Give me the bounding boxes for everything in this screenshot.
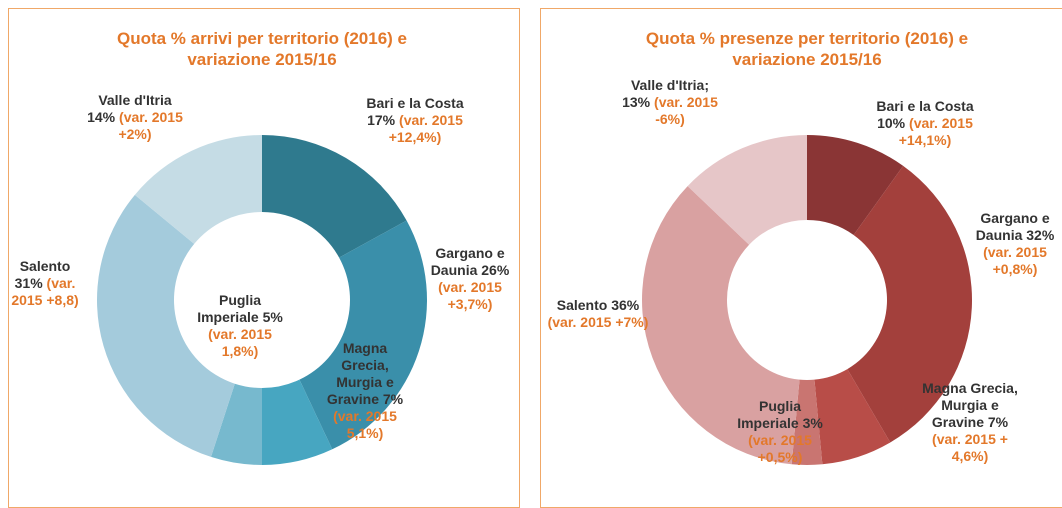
category-label: Valle d'Itria; xyxy=(630,77,710,93)
data-label: Magna Grecia, Murgia e Gravine 7% (var. … xyxy=(920,380,1020,465)
data-label: Salento 31% (var. 2015 +8,8) xyxy=(5,258,85,309)
variation-label: (var. 2015 +7%) xyxy=(547,314,649,330)
chart-title: Quota % arrivi per territorio (2016) e v… xyxy=(116,29,408,69)
donut-slice xyxy=(96,194,235,457)
data-label: Salento 36% (var. 2015 +7%) xyxy=(543,297,653,331)
data-label: Bari e la Costa 10% (var. 2015 +14,1%) xyxy=(875,98,975,149)
variation-label: (var. 2015 5,1%) xyxy=(333,408,397,441)
value-label: 17% xyxy=(367,112,396,128)
donut-slice xyxy=(807,135,904,235)
data-label: Gargano e Daunia 32% (var. 2015 +0,8%) xyxy=(970,210,1060,278)
category-label: Magna Grecia, Murgia e Gravine xyxy=(922,380,1018,430)
data-label: Puglia Imperiale 5% (var. 2015 1,8%) xyxy=(190,292,290,360)
data-label: Gargano e Daunia 26% (var. 2015 +3,7%) xyxy=(420,245,520,313)
page: (() => { const data = JSON.parse(documen… xyxy=(5,8,1062,508)
donut-slice xyxy=(211,383,262,465)
value-label: 14% xyxy=(87,109,116,125)
category-label: Gargano e Daunia xyxy=(975,210,1050,243)
variation-label: (var. 2015 +14,1%) xyxy=(898,115,973,148)
data-label: Valle d'Itria 14% (var. 2015 +2%) xyxy=(85,92,185,143)
donut-slice xyxy=(687,135,807,245)
category-label: Puglia Imperiale xyxy=(737,398,801,431)
variation-label: (var. 2015 +8,8) xyxy=(11,275,79,308)
value-label: 36% xyxy=(611,297,640,313)
data-label: Magna Grecia, Murgia e Gravine 7% (var. … xyxy=(320,340,410,442)
charts xyxy=(96,135,972,465)
variation-label: (var. 2015 +0,8%) xyxy=(983,244,1047,277)
variation-label: (var. 2015 +0,5%) xyxy=(748,432,812,465)
category-label: Salento xyxy=(19,258,71,274)
category-label: Puglia Imperiale xyxy=(197,292,261,325)
donut-slice xyxy=(134,135,262,244)
value-label: 13% xyxy=(622,94,651,110)
variation-label: (var. 2015 1,8%) xyxy=(208,326,272,359)
donut-slice xyxy=(814,369,891,465)
donut-slice xyxy=(791,379,823,465)
chart-title: Quota % presenze per territorio (2016) e… xyxy=(645,29,969,69)
variation-label: (var. 2015 -6%) xyxy=(654,94,718,127)
data-label: Bari e la Costa 17% (var. 2015 +12,4%) xyxy=(360,95,470,146)
variation-label: (var. 2015 +12,4%) xyxy=(388,112,463,145)
variation-label: (var. 2015 +2%) xyxy=(118,109,183,142)
data-label: Puglia Imperiale 3% (var. 2015 +0,5%) xyxy=(735,398,825,466)
category-label: Bari e la Costa xyxy=(876,98,974,114)
value-label: 7% xyxy=(987,414,1009,430)
donut-slice xyxy=(299,220,427,450)
donut-slice xyxy=(847,165,972,443)
category-label: Valle d'Itria xyxy=(98,92,172,108)
category-label: Salento xyxy=(556,297,608,313)
donut-slice xyxy=(641,186,800,465)
value-label: 32% xyxy=(1026,227,1055,243)
donut-slice xyxy=(262,379,333,465)
data-label: Valle d'Itria; 13% (var. 2015 -6%) xyxy=(620,77,720,128)
donut-slice xyxy=(262,135,407,258)
variation-label: (var. 2015 + 4,6%) xyxy=(932,431,1008,464)
value-label: 3% xyxy=(802,415,823,431)
category-label: Bari e la Costa xyxy=(366,95,464,111)
value-label: 5% xyxy=(262,309,283,325)
value-label: 31% xyxy=(14,275,43,291)
value-label: 26% xyxy=(481,262,510,278)
value-label: 10% xyxy=(877,115,906,131)
value-label: 7% xyxy=(382,391,404,407)
category-label: Gargano e Daunia xyxy=(430,245,505,278)
category-label: Magna Grecia, Murgia e Gravine xyxy=(326,340,394,407)
variation-label: (var. 2015 +3,7%) xyxy=(438,279,502,312)
